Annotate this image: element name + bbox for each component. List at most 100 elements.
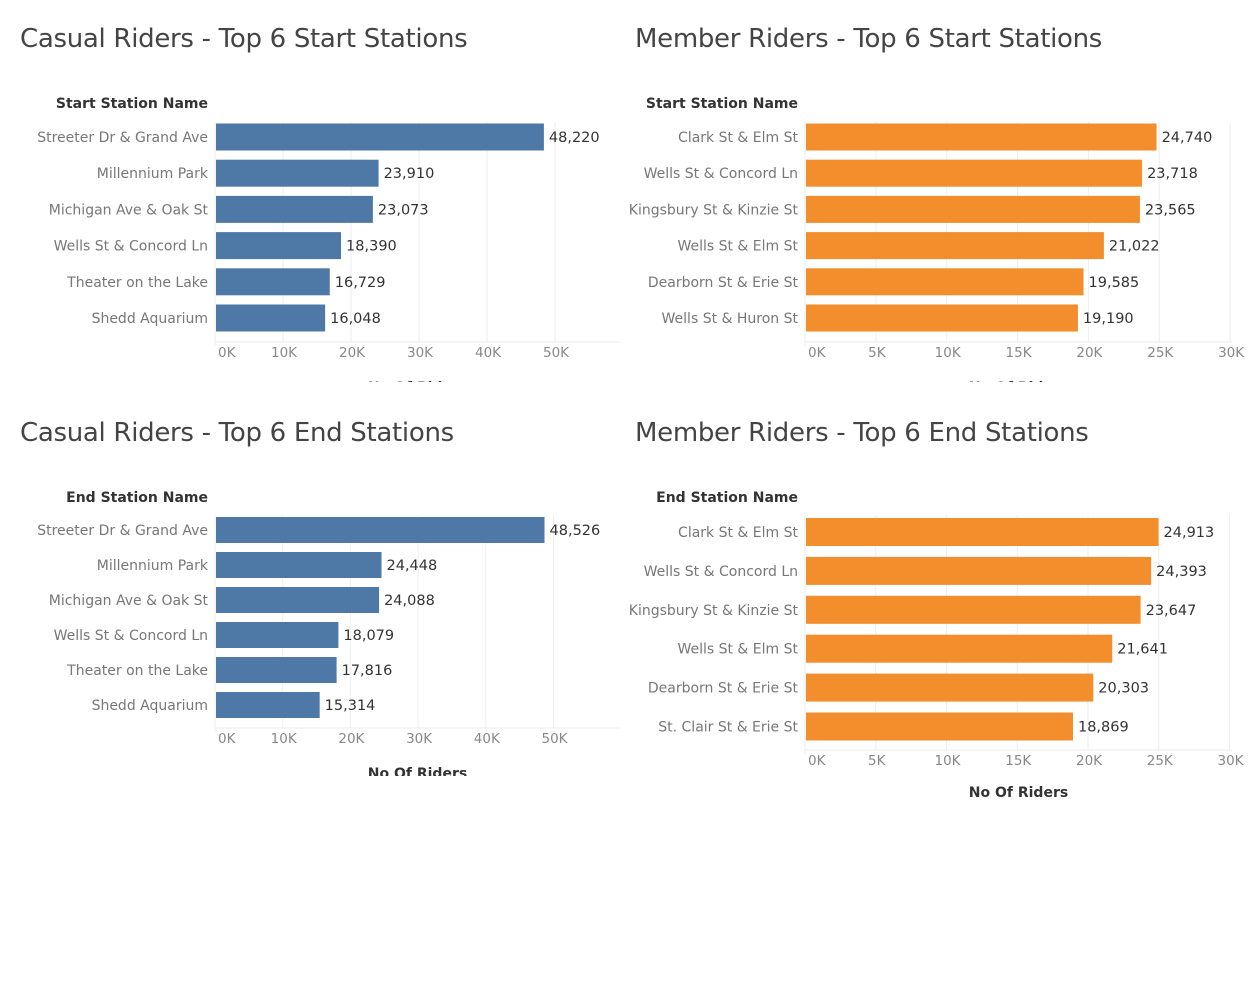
chart-title: Member Riders - Top 6 Start Stations [635,24,1103,54]
x-tick-label: 30K [1217,753,1244,769]
data-label: 20,303 [1098,681,1149,697]
data-label: 24,448 [387,558,438,574]
panel-member-start: Member Riders - Top 6 Start Stations Sta… [615,24,1245,384]
x-tick-label: 15K [1006,345,1033,361]
x-tick-label: 15K [1005,753,1032,769]
bar[interactable] [806,304,1078,332]
x-tick-label: 10K [271,345,298,361]
data-label: 21,022 [1109,239,1160,255]
category-label: Michigan Ave & Oak St [49,593,209,609]
bar[interactable] [216,159,379,187]
data-label: 24,088 [384,593,435,609]
panel-casual-start: Casual Riders - Top 6 Start Stations Sta… [0,24,620,384]
data-label: 48,526 [550,523,601,539]
category-header: End Station Name [66,490,208,506]
x-tick-label: 25K [1147,753,1174,769]
x-axis-title: No Of Riders [368,766,467,776]
bar[interactable] [806,595,1141,624]
bar[interactable] [216,587,380,613]
category-label: Theater on the Lake [66,663,208,679]
category-label: Shedd Aquarium [92,698,208,714]
x-tick-label: 20K [339,345,366,361]
bar[interactable] [806,123,1157,151]
bar[interactable] [216,692,320,718]
data-label: 24,740 [1162,130,1213,146]
bar[interactable] [806,268,1084,296]
bar[interactable] [216,622,339,648]
bar[interactable] [216,517,545,543]
x-tick-label: 0K [808,753,827,769]
category-label: Wells St & Elm St [677,239,798,255]
data-label: 24,913 [1164,525,1215,541]
bar-chart-member-end: End Station Name Clark St & Elm St 24,913 W… [629,490,1245,801]
category-label: Wells St & Huron St [662,311,799,327]
bar[interactable] [216,232,342,260]
x-tick-label: 30K [406,731,433,747]
x-tick-label: 5K [868,345,887,361]
data-label: 15,314 [325,698,376,714]
data-label: 24,393 [1156,564,1207,580]
x-tick-label: 10K [935,345,962,361]
category-label: Kingsbury St & Kinzie St [629,202,799,218]
category-label: Wells St & Concord Ln [54,239,208,255]
bar[interactable] [216,304,326,332]
data-label: 18,390 [346,239,397,255]
data-label: 16,729 [335,275,386,291]
category-label: Wells St & Concord Ln [54,628,208,644]
data-label: 21,641 [1117,642,1168,658]
data-label: 18,869 [1078,720,1129,736]
category-label: Shedd Aquarium [92,311,208,327]
bar[interactable] [806,195,1140,223]
bar[interactable] [806,673,1094,702]
bar[interactable] [216,268,330,296]
x-tick-label: 40K [475,345,502,361]
x-tick-label: 0K [218,345,237,361]
panel-member-end: Member Riders - Top 6 End Stations End S… [615,418,1245,801]
category-header: Start Station Name [56,96,208,112]
bar-chart-casual-start: Start Station Name Streeter Dr & Grand Av… [37,96,620,382]
x-tick-label: 10K [271,731,298,747]
category-label: Millennium Park [97,558,209,574]
category-label: Kingsbury St & Kinzie St [629,603,799,619]
x-tick-label: 50K [543,345,570,361]
category-label: Dearborn St & Erie St [648,681,799,697]
x-tick-label: 5K [868,753,887,769]
x-tick-label: 10K [934,753,961,769]
data-label: 16,048 [330,311,381,327]
x-tick-label: 0K [808,345,827,361]
chart-title: Casual Riders - Top 6 Start Stations [20,24,468,54]
category-header: End Station Name [656,490,798,506]
data-label: 23,647 [1146,603,1197,619]
category-label: Streeter Dr & Grand Ave [37,130,208,146]
x-tick-label: 30K [407,345,434,361]
x-tick-label: 30K [1218,345,1245,361]
category-label: Clark St & Elm St [678,525,798,541]
data-label: 23,073 [378,202,429,218]
x-tick-label: 25K [1147,345,1174,361]
bar[interactable] [806,556,1152,585]
bar[interactable] [806,634,1113,663]
data-label: 23,910 [384,166,435,182]
x-axis-title: No Of Riders [969,785,1068,801]
bar[interactable] [806,159,1143,187]
category-label: Michigan Ave & Oak St [49,202,209,218]
category-label: Wells St & Concord Ln [644,564,798,580]
x-tick-label: 50K [541,731,568,747]
bar[interactable] [216,195,373,223]
data-label: 19,585 [1089,275,1140,291]
bar[interactable] [806,518,1159,546]
panel-casual-end: Casual Riders - Top 6 End Stations End S… [0,418,620,778]
x-axis-title: No Of Riders [969,380,1068,382]
bar-chart-casual-end: End Station Name Streeter Dr & Grand Ave 4… [37,490,620,776]
bar[interactable] [216,552,382,578]
data-label: 18,079 [343,628,394,644]
bar[interactable] [806,712,1073,741]
data-label: 23,565 [1145,202,1196,218]
category-label: Wells St & Concord Ln [644,166,798,182]
bar[interactable] [216,123,544,151]
x-tick-label: 20K [1076,345,1103,361]
bar[interactable] [216,657,337,683]
x-tick-label: 40K [474,731,501,747]
bar[interactable] [806,232,1104,260]
data-label: 17,816 [342,663,393,679]
